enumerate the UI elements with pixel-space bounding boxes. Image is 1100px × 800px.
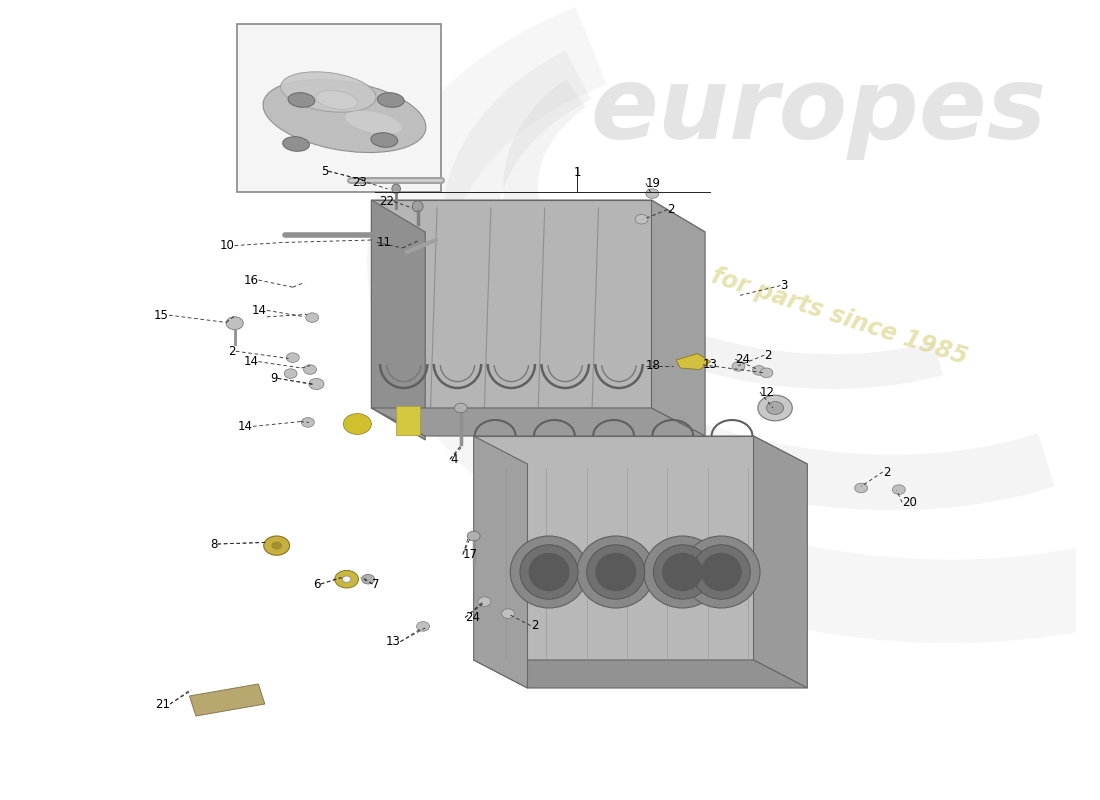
Text: 12: 12 — [760, 386, 775, 398]
Polygon shape — [474, 436, 528, 688]
Circle shape — [454, 403, 467, 413]
Circle shape — [892, 485, 905, 494]
Bar — [236, 24, 441, 192]
Ellipse shape — [701, 553, 741, 591]
Text: 22: 22 — [379, 195, 394, 208]
Text: a passion for parts since 1985: a passion for parts since 1985 — [580, 222, 970, 370]
Polygon shape — [372, 408, 705, 436]
Polygon shape — [189, 684, 265, 716]
Ellipse shape — [345, 110, 401, 134]
Text: 24: 24 — [735, 353, 750, 366]
Ellipse shape — [510, 536, 587, 608]
Text: 4: 4 — [450, 453, 458, 466]
Circle shape — [286, 353, 299, 362]
Polygon shape — [372, 200, 705, 232]
Text: 2: 2 — [764, 349, 772, 362]
Text: 14: 14 — [252, 304, 267, 317]
Circle shape — [767, 402, 783, 414]
Circle shape — [301, 418, 315, 427]
Text: 20: 20 — [902, 496, 917, 509]
Text: 14: 14 — [243, 355, 258, 368]
Ellipse shape — [595, 553, 636, 591]
Circle shape — [417, 622, 429, 631]
Circle shape — [334, 570, 359, 588]
Text: 18: 18 — [646, 359, 661, 372]
Text: 13: 13 — [703, 358, 718, 371]
Polygon shape — [474, 436, 807, 464]
Text: 8: 8 — [210, 538, 218, 550]
Circle shape — [309, 378, 324, 390]
Ellipse shape — [412, 201, 424, 212]
Text: 6: 6 — [314, 578, 321, 590]
Polygon shape — [372, 200, 651, 408]
Circle shape — [478, 597, 491, 606]
Circle shape — [227, 317, 243, 330]
Ellipse shape — [578, 536, 654, 608]
Text: 2: 2 — [668, 203, 675, 216]
Ellipse shape — [263, 79, 426, 153]
Text: 2: 2 — [530, 619, 538, 632]
Text: 2: 2 — [882, 466, 890, 478]
Circle shape — [635, 214, 648, 224]
Circle shape — [342, 576, 351, 582]
Ellipse shape — [520, 545, 579, 599]
Polygon shape — [651, 200, 705, 436]
Ellipse shape — [377, 93, 404, 107]
Text: 10: 10 — [220, 239, 234, 252]
Circle shape — [304, 365, 317, 374]
Ellipse shape — [371, 133, 398, 147]
Polygon shape — [372, 200, 426, 440]
Text: 5: 5 — [321, 165, 328, 178]
Text: 17: 17 — [463, 548, 477, 561]
Text: 19: 19 — [646, 177, 661, 190]
Circle shape — [752, 366, 766, 375]
Text: 1: 1 — [573, 166, 581, 179]
Polygon shape — [474, 436, 754, 660]
Text: 24: 24 — [465, 611, 480, 624]
Circle shape — [646, 189, 659, 198]
Text: 16: 16 — [243, 274, 258, 286]
Text: 11: 11 — [377, 236, 392, 249]
Ellipse shape — [692, 545, 750, 599]
Polygon shape — [754, 436, 807, 688]
Text: 14: 14 — [238, 420, 253, 433]
Polygon shape — [676, 354, 711, 370]
Circle shape — [502, 609, 515, 618]
Text: 21: 21 — [155, 698, 170, 710]
Text: 2: 2 — [228, 345, 235, 358]
Polygon shape — [474, 660, 807, 688]
Text: europes: europes — [590, 63, 1046, 161]
Text: 3: 3 — [780, 279, 788, 292]
Circle shape — [284, 369, 297, 378]
Circle shape — [362, 574, 375, 584]
Text: 23: 23 — [352, 176, 367, 189]
Ellipse shape — [653, 545, 712, 599]
Text: 7: 7 — [373, 578, 380, 590]
Circle shape — [264, 536, 289, 555]
Text: 15: 15 — [154, 309, 169, 322]
Ellipse shape — [316, 90, 358, 110]
Circle shape — [732, 362, 745, 371]
Ellipse shape — [528, 553, 570, 591]
Circle shape — [855, 483, 868, 493]
Ellipse shape — [283, 137, 309, 151]
Ellipse shape — [662, 553, 703, 591]
Circle shape — [343, 414, 372, 434]
Circle shape — [306, 313, 319, 322]
Circle shape — [758, 395, 792, 421]
Polygon shape — [396, 406, 420, 435]
Ellipse shape — [586, 545, 645, 599]
Circle shape — [272, 542, 282, 550]
Ellipse shape — [644, 536, 722, 608]
Ellipse shape — [392, 184, 400, 194]
Text: 13: 13 — [386, 635, 400, 648]
Ellipse shape — [280, 72, 376, 112]
Text: 9: 9 — [271, 372, 277, 385]
Ellipse shape — [682, 536, 760, 608]
Circle shape — [468, 531, 480, 541]
Circle shape — [760, 368, 773, 378]
Ellipse shape — [288, 93, 315, 107]
